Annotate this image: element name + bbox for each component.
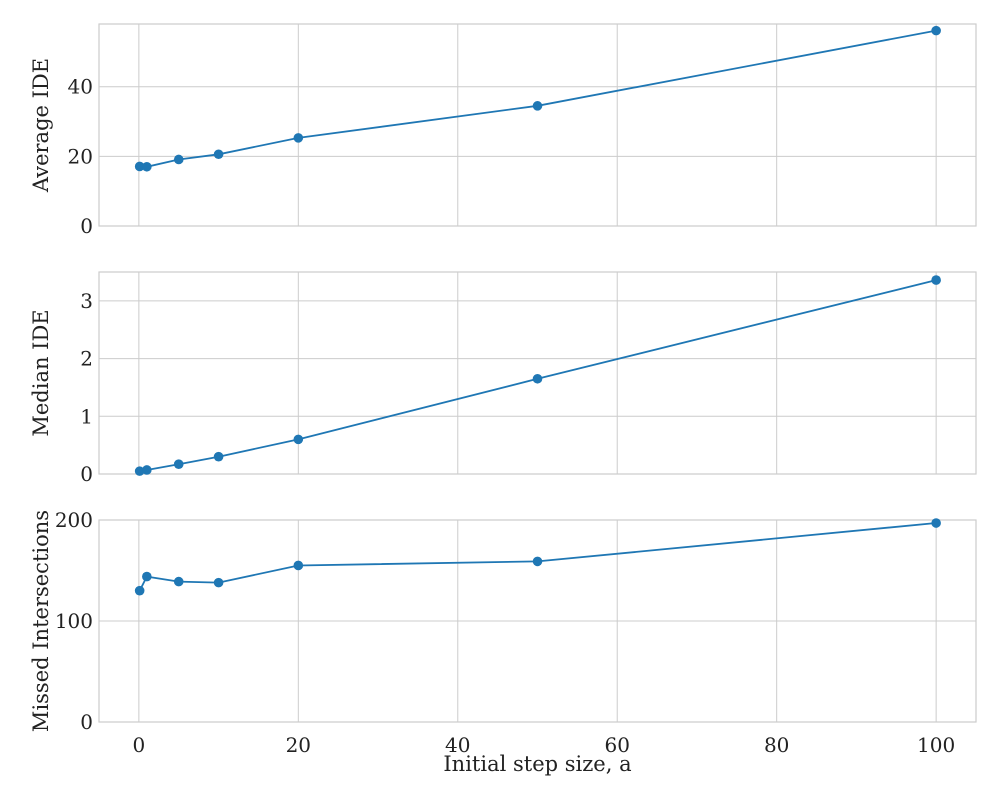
data-point (532, 373, 543, 384)
data-point (213, 451, 224, 462)
x-tick-label: 80 (764, 733, 789, 757)
data-point (142, 571, 152, 582)
data-point (931, 275, 941, 285)
y-tick-label: 200 (55, 508, 93, 532)
data-point (213, 149, 224, 160)
data-point (142, 161, 152, 172)
data-point (134, 466, 145, 476)
data-point (173, 459, 184, 469)
y-axis-label: Missed Intersections (29, 510, 53, 732)
data-point (532, 101, 543, 111)
y-tick-label: 0 (80, 214, 93, 238)
y-tick-label: 100 (55, 609, 93, 633)
data-point (173, 154, 184, 165)
y-tick-label: 2 (80, 347, 93, 371)
x-tick-label: 0 (132, 733, 145, 757)
y-tick-label: 0 (80, 462, 93, 486)
y-axis-label: Median IDE (29, 309, 53, 436)
data-point (142, 465, 152, 475)
plot-frame (98, 519, 977, 723)
data-point (293, 133, 304, 143)
x-tick-label: 100 (917, 733, 955, 757)
x-axis-label: Initial step size, a (443, 752, 631, 776)
data-point (134, 585, 145, 596)
data-point (173, 576, 184, 587)
y-tick-label: 40 (68, 75, 93, 99)
data-point (213, 577, 224, 588)
data-point (293, 434, 304, 445)
data-point (532, 556, 543, 567)
data-point (931, 518, 941, 528)
y-tick-label: 1 (80, 404, 93, 428)
x-tick-label: 40 (445, 733, 470, 757)
x-tick-label: 20 (286, 733, 311, 757)
y-tick-label: 3 (80, 289, 93, 313)
y-tick-label: 20 (68, 144, 93, 168)
y-tick-label: 0 (80, 710, 93, 734)
plot-frame (98, 271, 977, 475)
series-line (139, 29, 937, 168)
data-point (931, 25, 941, 36)
y-axis-label: Average IDE (29, 58, 53, 193)
x-tick-label: 60 (605, 733, 630, 757)
data-point (134, 161, 145, 172)
plot-frame (98, 23, 977, 227)
data-point (293, 560, 304, 571)
